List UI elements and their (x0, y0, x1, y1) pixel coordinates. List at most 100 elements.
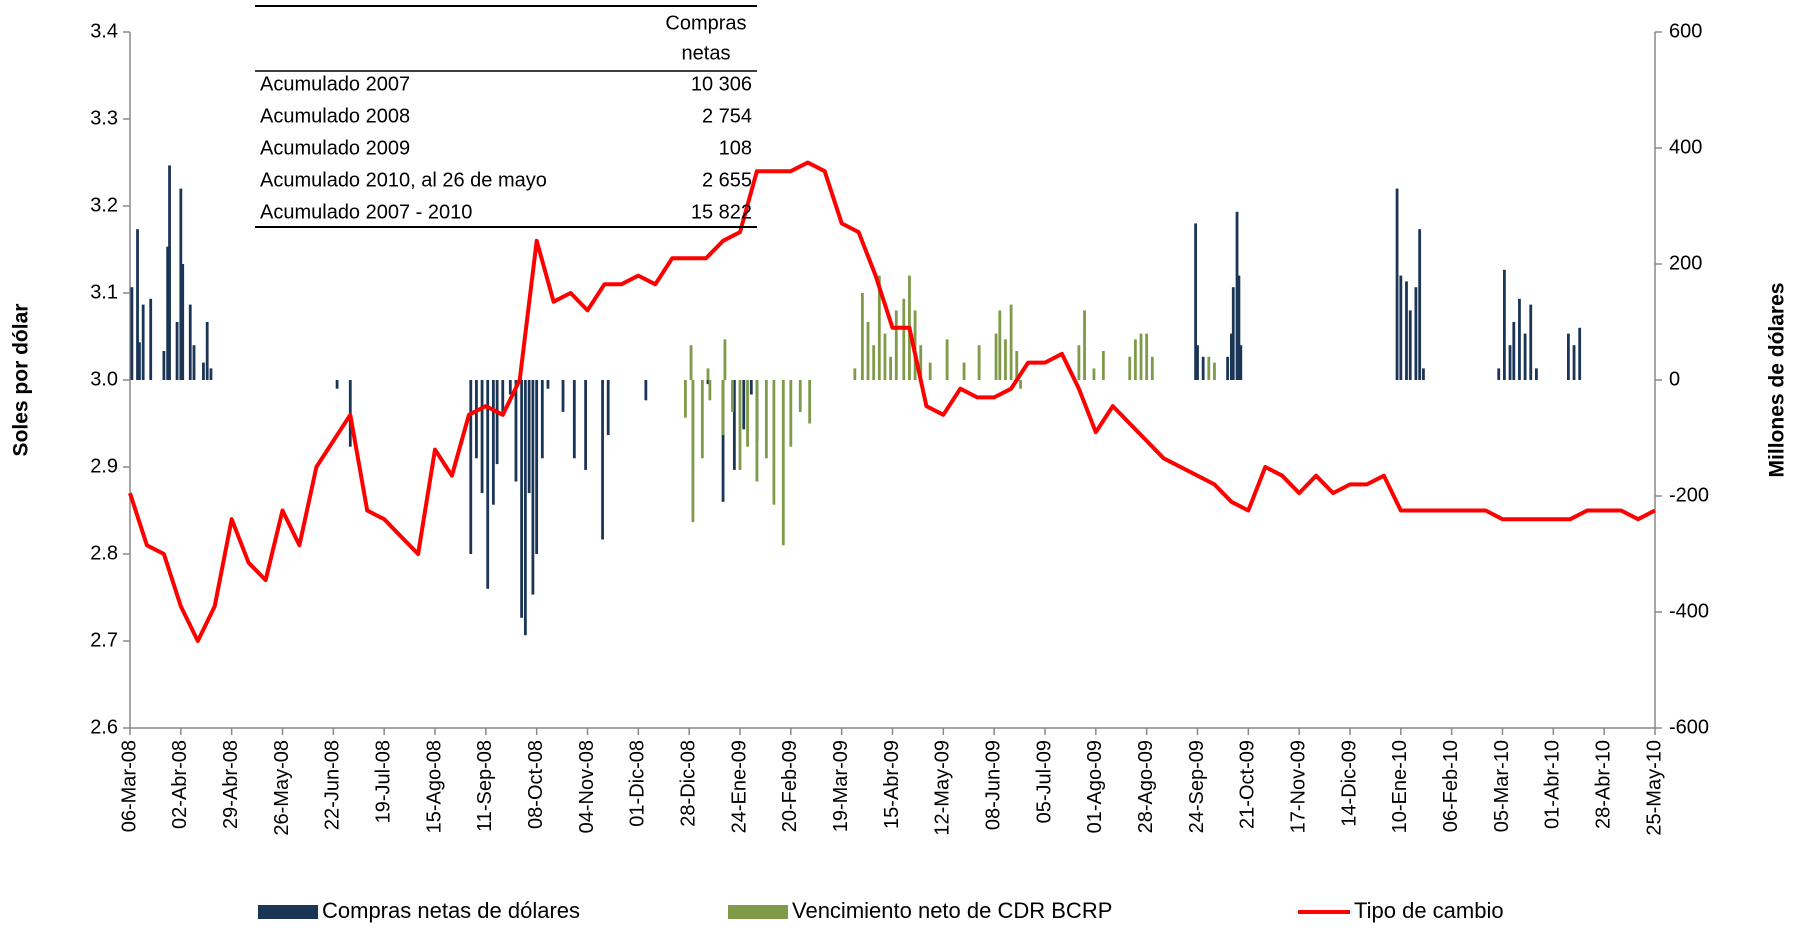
bar (1077, 345, 1081, 380)
bar (475, 380, 478, 459)
legend-label: Vencimiento neto de CDR BCRP (792, 898, 1112, 923)
x-tick-label: 15-Ago-08 (423, 740, 445, 833)
bar (644, 380, 648, 401)
bar (1194, 223, 1198, 380)
y2-tick-label: 0 (1669, 368, 1680, 390)
x-tick-label: 06-Feb-10 (1440, 740, 1462, 832)
bar (1133, 339, 1137, 380)
bar (1508, 345, 1512, 380)
bar (755, 380, 759, 482)
bar (1399, 275, 1403, 380)
bar (1405, 281, 1408, 380)
bar (1529, 304, 1533, 380)
y-tick-label: 3.0 (90, 368, 118, 390)
bar (1015, 351, 1019, 380)
bar (168, 165, 171, 380)
bar (723, 339, 727, 380)
y-tick-label: 2.9 (90, 455, 118, 477)
bar (1139, 333, 1143, 380)
x-tick-label: 20-Feb-09 (779, 740, 801, 832)
bar (1235, 211, 1239, 380)
bar (1009, 304, 1013, 380)
bar (601, 380, 604, 540)
x-tick-label: 10-Ene-10 (1389, 740, 1411, 833)
table-header: netas (682, 42, 731, 64)
bar (514, 380, 518, 482)
bar (902, 298, 906, 380)
bar (1534, 368, 1538, 380)
table-row-value: 15 822 (691, 201, 752, 223)
x-tick-label: 24-Sep-09 (1186, 740, 1208, 833)
bar (1092, 368, 1096, 380)
bar (1408, 310, 1412, 380)
legend-item: Vencimiento neto de CDR BCRP (728, 898, 1112, 923)
table-row-label: Acumulado 2007 - 2010 (260, 201, 472, 223)
y2-tick-label: -200 (1669, 484, 1709, 506)
bar (205, 322, 209, 380)
x-tick-label: 22-Jun-08 (322, 740, 344, 830)
bar (1418, 229, 1422, 380)
legend-item: Compras netas de dólares (258, 898, 580, 923)
y-tick-label: 3.4 (90, 20, 118, 42)
y-tick-label: 3.1 (90, 281, 118, 303)
y2-tick-label: 200 (1669, 252, 1702, 274)
bar (894, 310, 898, 380)
bar (877, 275, 881, 380)
bar (746, 380, 749, 447)
bar (853, 368, 857, 380)
x-tick-label: 19-Mar-09 (830, 740, 852, 832)
bar (732, 380, 736, 470)
x-tick-label: 28-Ago-09 (1135, 740, 1157, 833)
x-tick-label: 15-Abr-09 (881, 740, 903, 829)
bar (1213, 362, 1216, 380)
legend-label: Compras netas de dólares (322, 898, 580, 923)
bar (209, 368, 213, 380)
x-tick-label: 08-Jun-09 (982, 740, 1004, 830)
bar (335, 380, 339, 389)
x-tick-label: 01-Dic-08 (627, 740, 649, 827)
x-tick-label: 21-Oct-09 (1237, 740, 1259, 829)
bar (179, 188, 183, 380)
bar (141, 304, 145, 380)
bar (1231, 287, 1235, 380)
bar (742, 380, 746, 430)
bar (1150, 356, 1154, 380)
bar (721, 380, 725, 502)
y2-tick-label: 400 (1669, 136, 1702, 158)
x-tick-label: 19-Jul-08 (372, 740, 394, 823)
bar (962, 362, 966, 380)
table-row-value: 108 (719, 137, 752, 159)
bar (1414, 287, 1418, 380)
legend-swatch (258, 905, 318, 919)
bar (1518, 298, 1521, 380)
bar (764, 380, 768, 459)
bar (1004, 339, 1007, 380)
bar (1128, 356, 1132, 380)
bar (535, 380, 539, 554)
x-tick-label: 01-Abr-10 (1542, 740, 1564, 829)
y-tick-label: 3.2 (90, 194, 118, 216)
y2-tick-label: 600 (1669, 20, 1702, 42)
bar (798, 380, 802, 412)
bar (508, 380, 512, 395)
bar (808, 380, 812, 424)
bar (789, 380, 793, 447)
x-tick-label: 24-Ene-09 (728, 740, 750, 833)
bar (1502, 269, 1506, 380)
bar (181, 264, 185, 380)
y-tick-label: 2.7 (90, 629, 118, 651)
bar (1083, 310, 1086, 380)
bar (684, 380, 687, 418)
bar (1101, 351, 1105, 380)
bar (706, 380, 710, 385)
table-row-label: Acumulado 2008 (260, 105, 410, 127)
bar (202, 362, 205, 380)
bar (721, 380, 725, 436)
bar (149, 298, 153, 380)
bar (491, 380, 495, 505)
bar (928, 362, 932, 380)
bar (527, 380, 531, 494)
table-row-label: Acumulado 2009 (260, 137, 410, 159)
bar (136, 229, 139, 380)
